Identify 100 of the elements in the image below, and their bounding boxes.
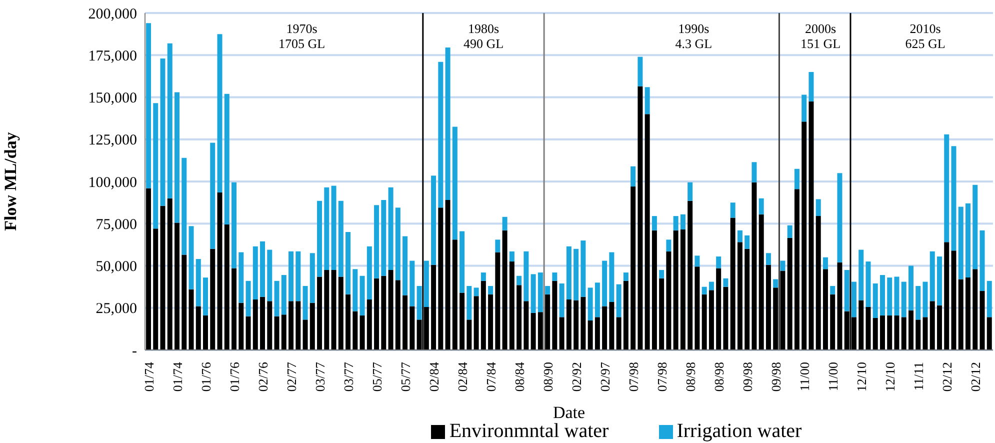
bar (224, 94, 230, 224)
bar (317, 200, 322, 277)
bar (980, 230, 985, 292)
bar (260, 241, 266, 297)
bar (680, 214, 686, 230)
bar (395, 280, 400, 350)
bar (644, 114, 650, 350)
x-tick-label: 12/10 (882, 362, 898, 392)
bar (986, 280, 992, 318)
bar (153, 103, 158, 229)
bar (502, 230, 508, 350)
bar (281, 275, 286, 315)
bar (594, 317, 600, 350)
bar (480, 280, 486, 350)
bar (794, 168, 800, 190)
bar (922, 282, 928, 318)
bar (559, 283, 564, 318)
y-tick-label: 25,000 (96, 301, 137, 318)
bar (744, 235, 750, 249)
bar (160, 58, 166, 206)
bar (516, 285, 522, 350)
bar (267, 301, 272, 350)
y-tick-label: 125,000 (88, 132, 137, 149)
bar (552, 272, 558, 281)
bar (702, 294, 707, 350)
x-tick-label: 11/00 (797, 362, 812, 392)
x-tick-label: 08/98 (712, 362, 727, 392)
bar (466, 320, 472, 350)
bar (388, 187, 394, 270)
bar (160, 206, 166, 350)
bar (830, 286, 836, 294)
bar (652, 216, 657, 230)
x-tick-label: 02/84 (455, 362, 470, 392)
bar (530, 312, 536, 350)
bar (866, 262, 871, 308)
bar (552, 280, 558, 350)
bar (638, 86, 643, 350)
bar (167, 43, 172, 198)
bar (146, 23, 151, 188)
bar (723, 278, 728, 287)
x-tick-label: 08/90 (540, 362, 556, 392)
bar (723, 286, 728, 350)
bar (431, 176, 436, 265)
x-tick-label: 02/76 (256, 362, 271, 392)
bar (238, 252, 244, 303)
legend-label: Irrigation water (676, 420, 802, 442)
bar (659, 270, 664, 278)
bar (474, 296, 479, 350)
bar (837, 262, 842, 350)
x-tick-label: 08/98 (683, 362, 698, 392)
bar (794, 189, 800, 350)
bar (602, 260, 608, 306)
bar (822, 269, 828, 350)
bar (566, 246, 572, 300)
bar (894, 315, 900, 350)
bar (780, 260, 786, 271)
bar (509, 262, 514, 350)
bar (445, 48, 450, 200)
bar (887, 315, 892, 350)
bar (744, 248, 750, 350)
bar (980, 291, 985, 350)
bar (951, 146, 956, 251)
bar (666, 240, 672, 252)
bar (509, 251, 514, 262)
bar (146, 188, 151, 350)
bar (310, 302, 315, 350)
bar (545, 294, 550, 350)
bar (630, 186, 636, 350)
bar (858, 250, 864, 300)
bar (388, 270, 394, 350)
bar (331, 186, 336, 270)
bar (901, 317, 906, 350)
bar (296, 301, 301, 350)
bar (808, 72, 814, 102)
x-tick-label: 09/98 (740, 362, 756, 392)
bar (752, 182, 757, 350)
bar (346, 294, 351, 350)
bar (822, 257, 828, 270)
x-axis-title: Date (552, 403, 586, 422)
bar (438, 62, 444, 208)
bar (281, 314, 286, 350)
bar (652, 230, 657, 350)
bar (837, 173, 842, 262)
bar (758, 198, 764, 214)
bar (566, 299, 572, 350)
x-tick-label: 02/12 (940, 362, 955, 392)
x-tick-label: 05/77 (398, 362, 414, 392)
y-tick-label: 200,000 (88, 6, 137, 22)
bar (787, 225, 792, 238)
bar (972, 269, 978, 350)
bar (174, 92, 180, 223)
bar (188, 226, 194, 290)
bar (737, 230, 742, 242)
bar (167, 198, 172, 350)
bar (267, 250, 272, 302)
x-tick-label: 02/12 (968, 362, 984, 392)
bar (936, 305, 942, 350)
bar (232, 182, 237, 268)
bar (688, 182, 693, 201)
bar (958, 279, 964, 350)
